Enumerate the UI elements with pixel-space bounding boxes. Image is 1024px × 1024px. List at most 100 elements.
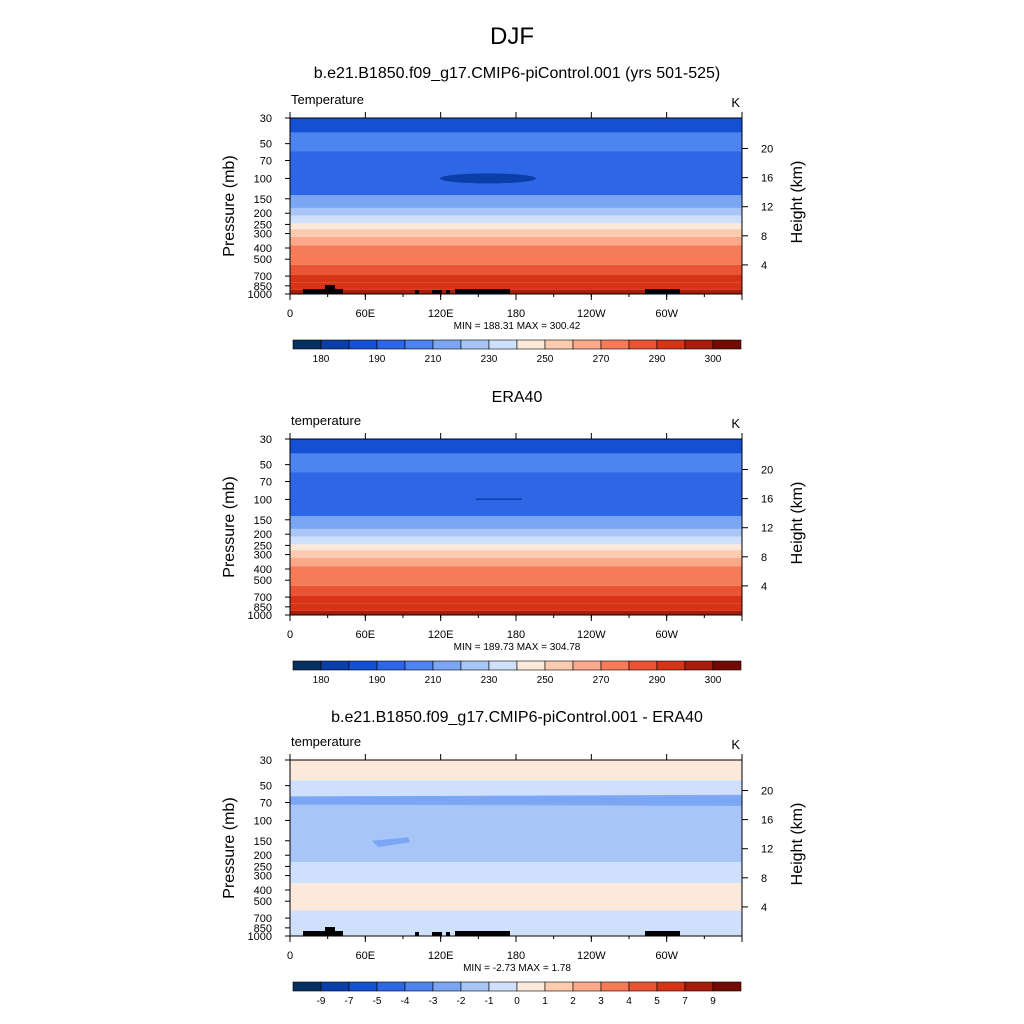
contour-band xyxy=(290,566,742,577)
y-axis-label: Pressure (mb) xyxy=(221,155,238,256)
contour-band xyxy=(290,595,742,604)
colorbar-box xyxy=(656,981,686,992)
y-tick-label: 300 xyxy=(254,550,272,562)
colorbar-label: 290 xyxy=(649,675,666,686)
contour-band xyxy=(290,439,742,454)
colorbar-box xyxy=(684,660,714,671)
y-tick-label: 50 xyxy=(260,139,272,151)
right-tick-label: 4 xyxy=(761,902,767,914)
contour-band xyxy=(290,576,742,586)
variable-label: temperature xyxy=(291,413,361,428)
chart-panel-3: b.e21.B1850.f09_g17.CMIP6-piControl.001 … xyxy=(221,709,806,1007)
topography-block xyxy=(432,290,442,294)
x-tick-label: 0 xyxy=(287,629,293,641)
y-tick-label: 700 xyxy=(254,271,272,283)
right-tick-label: 16 xyxy=(761,494,773,506)
right-tick-label: 8 xyxy=(761,873,767,885)
y-tick-label: 150 xyxy=(254,194,272,206)
colorbar-box xyxy=(432,339,462,350)
x-tick-label: 120E xyxy=(428,308,454,320)
y-tick-label: 250 xyxy=(254,219,272,231)
colorbar-box xyxy=(292,339,322,350)
y-tick-label: 250 xyxy=(254,861,272,873)
contour-band xyxy=(290,207,742,216)
colorbar: -9 -7 -5 -4 -3 -2 -1 0 1 2 3 4 5 7 9 xyxy=(292,981,742,1007)
topography-block xyxy=(455,289,510,294)
colorbar-label: 210 xyxy=(425,675,442,686)
y-tick-label: 30 xyxy=(260,755,272,767)
contour-band xyxy=(290,282,742,290)
topography-mask xyxy=(303,927,680,936)
y-tick-label: 200 xyxy=(254,850,272,862)
topography-block xyxy=(415,932,419,936)
colorbar-label: -4 xyxy=(401,996,410,1007)
y-tick-label: 200 xyxy=(254,529,272,541)
y-tick-label: 850 xyxy=(254,281,272,293)
contour-band xyxy=(290,883,742,911)
y-tick-label: 250 xyxy=(254,540,272,552)
variable-label: Temperature xyxy=(291,92,364,107)
y-tick-label: 100 xyxy=(254,494,272,506)
colorbar-box xyxy=(656,339,686,350)
x-tick-label: 120E xyxy=(428,950,454,962)
panels: b.e21.B1850.f09_g17.CMIP6-piControl.001 … xyxy=(221,65,806,1007)
topography-block xyxy=(325,285,335,294)
y-tick-label: 70 xyxy=(260,477,272,489)
right-tick-label: 8 xyxy=(761,552,767,564)
contour-band xyxy=(290,760,742,781)
contour-band xyxy=(290,132,742,152)
panel-title: ERA40 xyxy=(492,389,543,406)
x-tick-label: 60W xyxy=(655,629,678,641)
right-tick-label: 12 xyxy=(761,202,773,214)
x-tick-label: 180 xyxy=(507,308,525,320)
colorbar-box xyxy=(432,660,462,671)
contour-band xyxy=(290,603,742,611)
colorbar-label: 270 xyxy=(593,675,610,686)
colorbar-label: 270 xyxy=(593,354,610,365)
contour-band xyxy=(290,516,742,529)
right-tick-label: 12 xyxy=(761,844,773,856)
cold-core-region xyxy=(476,498,522,500)
colorbar-label: 5 xyxy=(654,996,660,1007)
contour-band xyxy=(290,151,742,196)
chart-panel-1: b.e21.B1850.f09_g17.CMIP6-piControl.001 … xyxy=(221,65,806,365)
contour-band xyxy=(290,195,742,208)
y-tick-label: 500 xyxy=(254,575,272,587)
contour-layers xyxy=(290,760,742,936)
y-tick-label: 70 xyxy=(260,798,272,810)
contour-band xyxy=(290,472,742,517)
colorbar-label: -5 xyxy=(373,996,382,1007)
y-tick-label: 400 xyxy=(254,885,272,897)
contour-band xyxy=(290,223,742,230)
contour-band xyxy=(290,229,742,237)
y-tick-label: 700 xyxy=(254,592,272,604)
contour-band xyxy=(290,274,742,283)
colorbar-box xyxy=(600,981,630,992)
colorbar-box xyxy=(460,339,490,350)
y-tick-label: 850 xyxy=(254,602,272,614)
contour-band xyxy=(290,610,742,615)
topography-block xyxy=(645,289,680,294)
y-tick-label: 150 xyxy=(254,515,272,527)
right-axis-label: Height (km) xyxy=(789,482,806,565)
contour-band xyxy=(290,453,742,473)
contour-band xyxy=(290,585,742,596)
contour-band xyxy=(290,245,742,256)
topography-block xyxy=(455,931,510,936)
x-tick-label: 60E xyxy=(356,629,376,641)
colorbar-label: -3 xyxy=(429,996,438,1007)
colorbar-label: 190 xyxy=(369,675,386,686)
contour-band xyxy=(290,544,742,551)
x-tick-label: 60W xyxy=(655,950,678,962)
colorbar-label: 3 xyxy=(598,996,604,1007)
colorbar-box xyxy=(600,660,630,671)
topography-block xyxy=(415,290,419,294)
right-tick-label: 12 xyxy=(761,523,773,535)
stats-label: MIN = -2.73 MAX = 1.78 xyxy=(463,963,571,974)
y-tick-label: 1000 xyxy=(248,610,272,622)
stats-label: MIN = 188.31 MAX = 300.42 xyxy=(454,321,581,332)
colorbar-label: 300 xyxy=(705,354,722,365)
contour-layers xyxy=(290,118,742,294)
colorbar-box xyxy=(292,660,322,671)
